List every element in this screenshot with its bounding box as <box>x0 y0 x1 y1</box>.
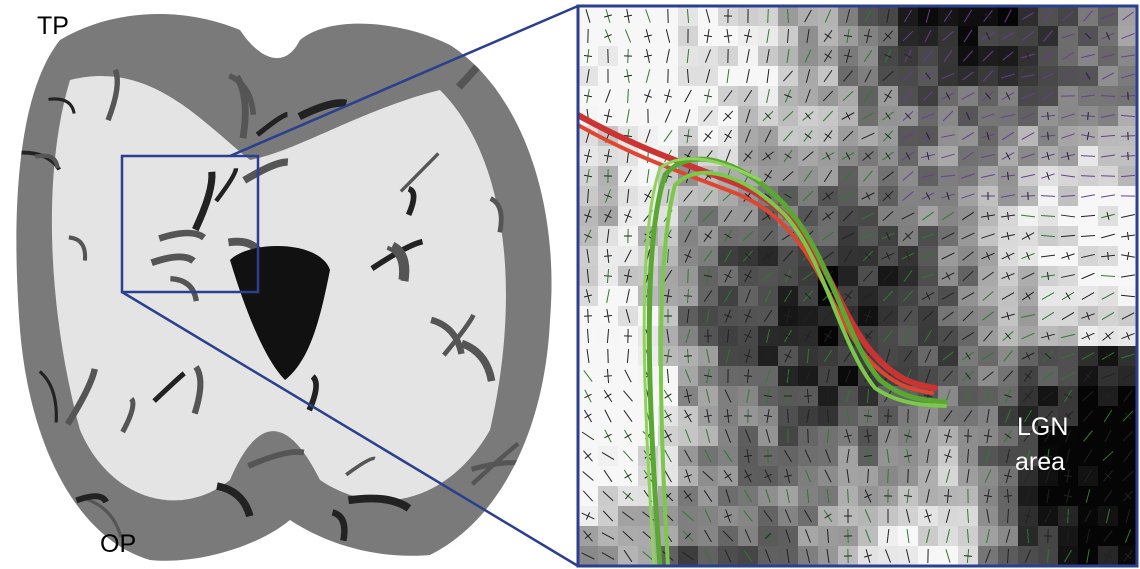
glyph <box>684 296 692 297</box>
sulcus <box>22 500 32 532</box>
label-tp: TP <box>37 12 69 40</box>
glyph <box>1004 496 1012 497</box>
glyph <box>908 469 909 483</box>
brain-slice <box>0 0 570 569</box>
glyph <box>908 409 909 423</box>
glyph <box>768 9 769 23</box>
zoom-panel <box>578 6 1140 569</box>
label-area: area <box>1015 448 1065 476</box>
label-op: OP <box>100 530 136 558</box>
glyph <box>688 269 689 283</box>
glyph <box>604 276 612 277</box>
figure: TP OP LGN area <box>0 0 1140 569</box>
label-lgn: LGN <box>1017 413 1068 441</box>
sulcus <box>495 68 527 87</box>
glyph <box>684 356 692 357</box>
glyph <box>604 376 612 377</box>
glyph <box>744 376 752 377</box>
glyph <box>1088 112 1089 120</box>
glyph <box>808 429 809 443</box>
